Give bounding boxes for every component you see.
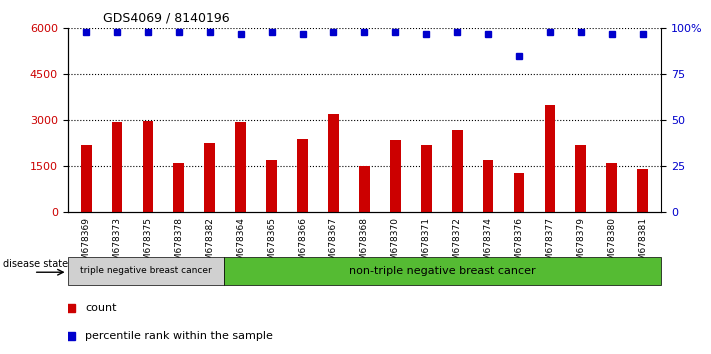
Bar (112, 122, 122, 212)
Bar (142, 121, 154, 212)
Text: count: count (85, 303, 117, 313)
Bar (390, 140, 401, 212)
Text: disease state: disease state (4, 259, 68, 269)
Bar (266, 160, 277, 212)
Text: non-triple negative breast cancer: non-triple negative breast cancer (349, 266, 536, 276)
Bar (328, 114, 339, 212)
Bar (421, 145, 432, 212)
Text: triple negative breast cancer: triple negative breast cancer (80, 266, 212, 275)
Bar (606, 163, 617, 212)
Bar (359, 166, 370, 212)
Bar (483, 160, 493, 212)
FancyBboxPatch shape (224, 257, 661, 285)
Bar (80, 145, 92, 212)
Bar (173, 163, 184, 212)
Text: GDS4069 / 8140196: GDS4069 / 8140196 (103, 12, 230, 25)
Bar (513, 173, 525, 212)
Bar (545, 105, 555, 212)
Text: percentile rank within the sample: percentile rank within the sample (85, 331, 273, 341)
Bar (637, 169, 648, 212)
Bar (235, 122, 246, 212)
Bar (297, 139, 308, 212)
FancyBboxPatch shape (68, 257, 224, 285)
Bar (451, 130, 463, 212)
Bar (204, 143, 215, 212)
Bar (575, 145, 587, 212)
